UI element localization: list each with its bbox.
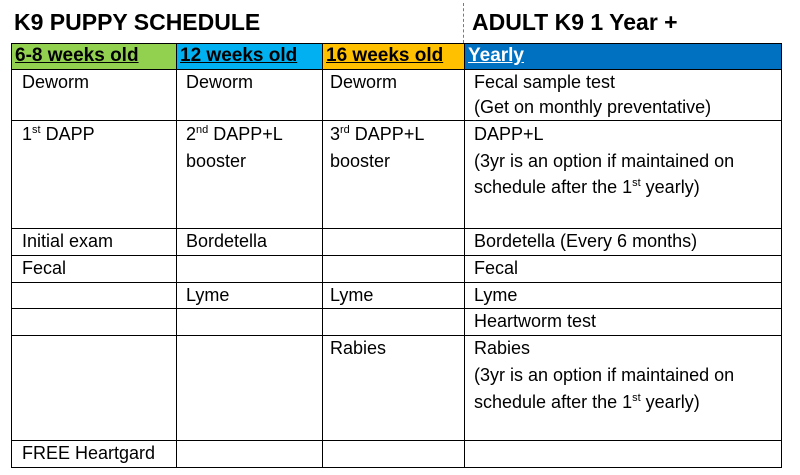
cell-yearly-heartworm: Heartworm test [474,311,597,331]
grid-line [11,43,782,44]
grid-line [11,69,782,70]
grid-line [11,282,782,283]
cell-6-8wk-deworm: Deworm [22,72,90,92]
cell-6-8wk-dapp: 1st DAPP [22,124,95,144]
cell-16wk-deworm: Deworm [330,72,398,92]
cell-12wk-lyme: Lyme [186,285,230,305]
header-12-weeks: 12 weeks old [176,43,322,69]
cell-yearly-preventative-note: (Get on monthly preventative) [474,97,712,117]
grid-line [11,228,782,229]
grid-line [11,120,782,121]
grid-line [176,43,177,468]
cell-yearly-fecal: Fecal [474,258,519,278]
puppy-schedule-title: K9 PUPPY SCHEDULE [14,9,261,35]
grid-line [322,43,323,468]
cell-6-8wk-fecal: Fecal [22,258,67,278]
cell-12wk-deworm: Deworm [186,72,254,92]
cell-yearly-dapp: DAPP+L [474,124,544,144]
header-16-weeks: 16 weeks old [322,43,464,69]
grid-line [11,467,782,468]
cell-12wk-bordetella: Bordetella [186,231,268,251]
cell-yearly-fecal-test: Fecal sample test [474,72,616,92]
grid-line [11,308,782,309]
grid-line [464,43,465,468]
grid-line [781,43,782,468]
cell-yearly-dapp-note-2: schedule after the 1st yearly) [474,177,700,197]
cell-yearly-lyme: Lyme [474,285,518,305]
cell-yearly-rabies: Rabies [474,338,531,358]
header-yearly: Yearly [464,43,781,69]
grid-line [11,335,782,336]
cell-16wk-lyme: Lyme [330,285,374,305]
cell-16wk-dapp: 3rd DAPP+L [330,124,425,144]
adult-schedule-title: ADULT K9 1 Year + [472,9,678,35]
header-6-8-weeks: 6-8 weeks old [11,43,176,69]
cell-12wk-booster: booster [186,151,247,171]
cell-yearly-dapp-note-1: (3yr is an option if maintained on [474,151,735,171]
cell-yearly-bordetella: Bordetella (Every 6 months) [474,231,698,251]
grid-line [11,440,782,441]
title-divider [463,3,464,43]
grid-line [11,43,12,468]
cell-yearly-rabies-note-2: schedule after the 1st yearly) [474,392,700,412]
cell-6-8wk-heartgard: FREE Heartgard [22,443,156,463]
cell-12wk-dapp: 2nd DAPP+L [186,124,283,144]
cell-yearly-rabies-note-1: (3yr is an option if maintained on [474,365,735,385]
cell-16wk-booster: booster [330,151,391,171]
cell-16wk-rabies: Rabies [330,338,387,358]
grid-line [11,255,782,256]
cell-6-8wk-exam: Initial exam [22,231,114,251]
